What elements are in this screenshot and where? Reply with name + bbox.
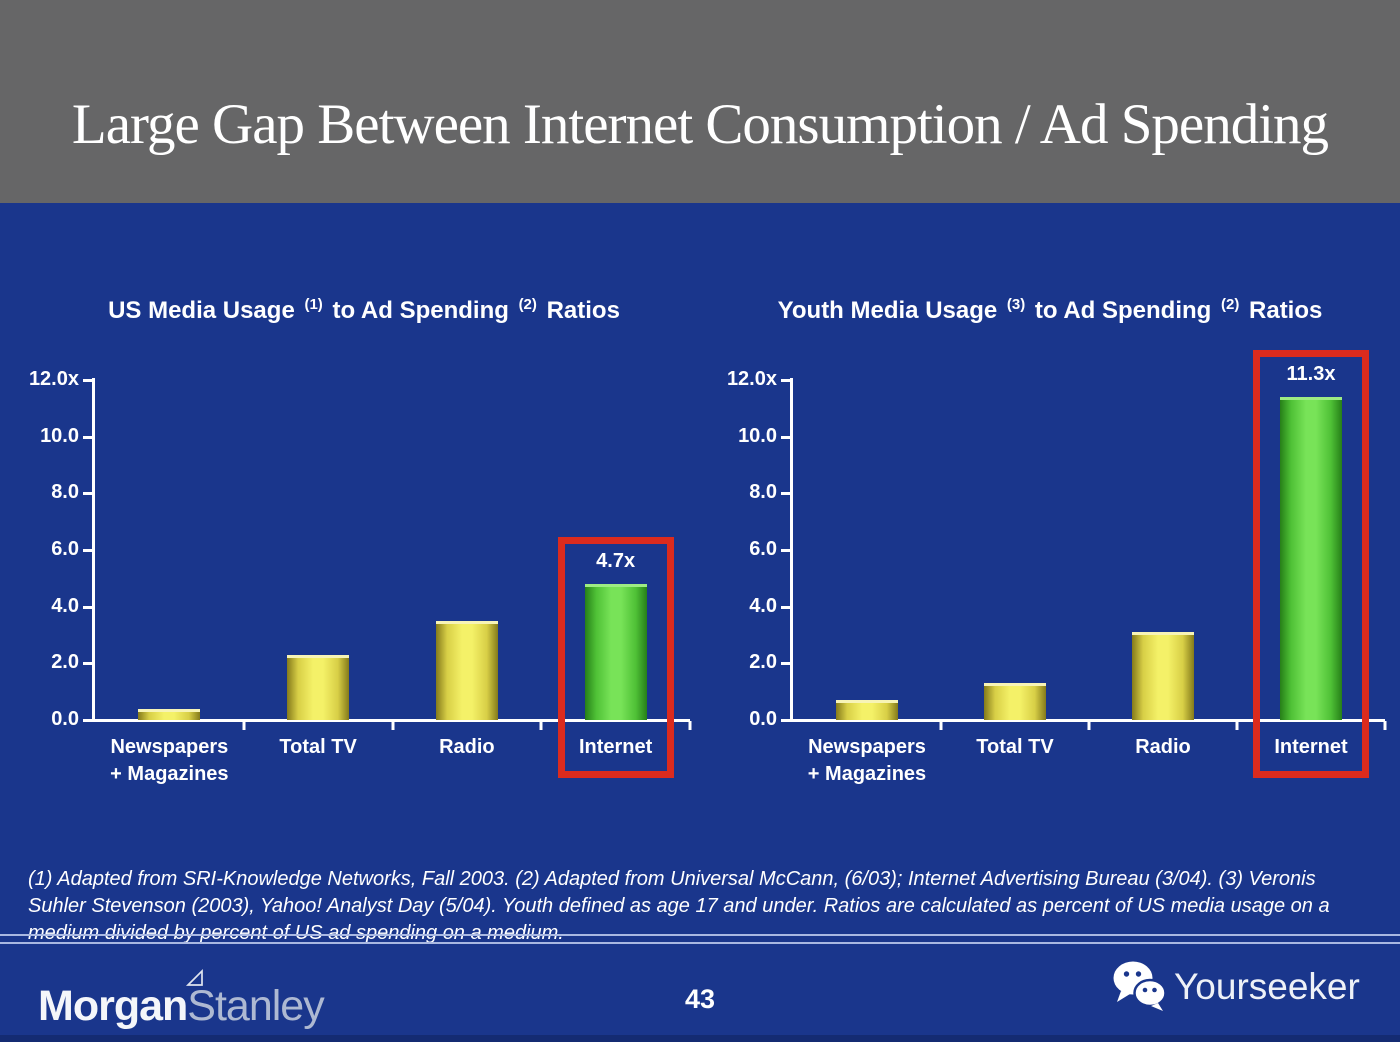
- bar-newspapers-magazines: [836, 700, 898, 720]
- bar-slot: [95, 380, 244, 720]
- bar-total-tv: [287, 654, 350, 720]
- x-tick-mark: [688, 721, 692, 730]
- chart-us-media-usage: US Media Usage (1) to Ad Spending (2) Ra…: [28, 288, 700, 808]
- y-tick-label: 4.0: [749, 594, 777, 617]
- y-tick-mark: [83, 435, 92, 439]
- bar-slot: [393, 380, 542, 720]
- y-tick-label: 8.0: [749, 481, 777, 504]
- x-tick-mark: [1087, 721, 1091, 730]
- morgan-stanley-flag-icon: [185, 968, 203, 986]
- bar-internet: [1280, 396, 1342, 720]
- bar-total-tv: [984, 683, 1046, 720]
- x-category-label: Total TV: [279, 736, 357, 758]
- y-tick-mark: [83, 719, 92, 722]
- y-tick-mark: [781, 719, 790, 722]
- bar-slot: [941, 380, 1089, 720]
- bar-value-label: 11.3x: [1286, 362, 1336, 385]
- bar-radio: [435, 620, 498, 720]
- y-tick-label: 4.0: [51, 594, 79, 617]
- y-tick-label: 2.0: [51, 651, 79, 674]
- x-tick-mark: [391, 721, 394, 730]
- y-tick-mark: [83, 379, 92, 382]
- y-tick-label: 6.0: [749, 538, 777, 560]
- bar-slot: [244, 380, 393, 720]
- x-category-label: Radio: [439, 736, 495, 758]
- y-tick-mark: [781, 435, 790, 439]
- plot-area: 12.0x 10.0 8.0 6.0 4.0 2.0 0.0 4.7x: [29, 368, 692, 778]
- footer-separator: [0, 934, 1400, 944]
- y-tick-label: 6.0: [51, 538, 79, 560]
- x-tick-mark: [1235, 721, 1239, 730]
- wechat-icon: [1113, 961, 1167, 1011]
- footnote: (1) Adapted from SRI-Knowledge Networks,…: [28, 868, 1330, 944]
- logo-text-stanley: Stanley: [187, 982, 324, 1030]
- x-axis-labels: Newspapers + Magazines Total TV Radio Intern…: [793, 734, 1385, 804]
- y-tick-mark: [83, 605, 92, 609]
- y-tick-mark: [83, 549, 92, 552]
- y-tick-mark: [83, 492, 92, 496]
- x-axis-line: [92, 719, 690, 722]
- x-category-label: Internet: [1274, 736, 1348, 758]
- bar-radio: [1132, 632, 1194, 720]
- y-tick-label: 8.0: [51, 481, 79, 504]
- y-axis-line: [790, 378, 793, 720]
- y-tick-label: 0.0: [749, 708, 777, 730]
- y-axis-line: [92, 378, 95, 720]
- y-tick-label: 0.0: [51, 708, 79, 730]
- y-tick-mark: [781, 492, 790, 496]
- slide-header: Large Gap Between Internet Consumption /…: [0, 0, 1400, 203]
- bar-slot: 4.7x: [541, 380, 690, 778]
- bar-slot: [793, 380, 941, 720]
- morgan-stanley-logo: MorganStanley: [38, 968, 325, 1031]
- y-tick-mark: [83, 662, 92, 666]
- chart-youth-media-usage: Youth Media Usage (3) to Ad Spending (2)…: [712, 288, 1388, 808]
- x-category-label: Newspapers + Magazines: [807, 736, 927, 785]
- x-tick-mark: [1383, 721, 1387, 730]
- x-tick-mark: [939, 721, 943, 730]
- x-tick-mark: [242, 721, 246, 730]
- x-tick-mark: [539, 721, 543, 730]
- y-tick-mark: [781, 662, 790, 666]
- x-category-label: Newspapers + Magazines: [110, 736, 229, 785]
- bar-slot: [1089, 380, 1237, 720]
- chart-title: US Media Usage (1) to Ad Spending (2) Ra…: [108, 296, 620, 324]
- bar-value-label: 4.7x: [596, 549, 636, 572]
- highlight-red-box: [557, 536, 674, 778]
- bottom-edge-strip: [0, 1035, 1400, 1042]
- bar-slot: 11.3x: [1237, 349, 1385, 778]
- x-axis-line: [790, 719, 1385, 722]
- y-tick-label: 12.0x: [726, 368, 777, 390]
- brand-right-label: Yourseeker: [1174, 966, 1360, 1007]
- y-tick-mark: [781, 549, 790, 552]
- x-category-label: Internet: [578, 736, 653, 758]
- bar-internet: [584, 583, 647, 720]
- x-axis-labels: Newspapers + Magazines Total TV Radio Intern…: [95, 734, 690, 804]
- y-tick-mark: [781, 379, 790, 382]
- bar-newspapers-magazines: [138, 708, 201, 720]
- logo-text-morgan: Morgan: [38, 982, 188, 1030]
- x-category-label: Radio: [1135, 736, 1191, 758]
- y-tick-mark: [781, 605, 790, 609]
- x-category-label: Total TV: [976, 736, 1054, 758]
- y-tick-label: 10.0: [40, 424, 79, 447]
- highlight-red-box: [1253, 349, 1369, 778]
- plot-area: 12.0x 10.0 8.0 6.0 4.0 2.0 0.0 11.3x: [727, 349, 1387, 778]
- y-tick-label: 2.0: [749, 651, 777, 674]
- y-tick-label: 10.0: [738, 424, 777, 447]
- chart-title: Youth Media Usage (3) to Ad Spending (2)…: [777, 296, 1323, 324]
- y-tick-label: 12.0x: [28, 368, 79, 390]
- slide-title: Large Gap Between Internet Consumption /…: [71, 93, 1329, 156]
- page-number: 43: [684, 984, 716, 1014]
